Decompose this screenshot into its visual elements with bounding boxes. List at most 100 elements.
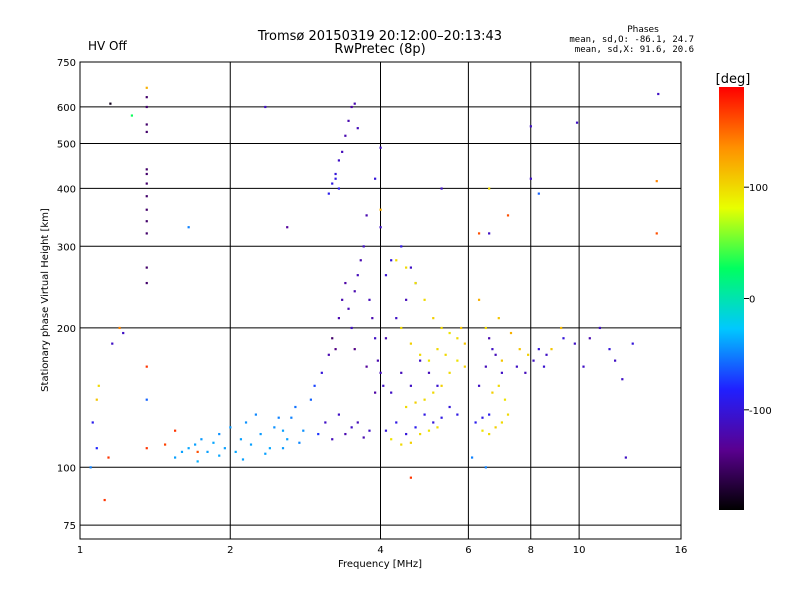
echo-point <box>286 226 289 229</box>
x-tick-label: 8 <box>528 545 534 556</box>
echo-point <box>145 96 148 99</box>
echo-point <box>560 326 563 330</box>
echo-point <box>365 214 368 217</box>
echo-point <box>488 337 491 340</box>
echo-point <box>529 125 532 128</box>
echo-point <box>427 359 431 362</box>
echo-point <box>95 447 98 450</box>
echo-point <box>382 384 385 387</box>
echo-point <box>145 168 148 171</box>
echo-point <box>331 337 334 340</box>
echo-point <box>474 421 477 424</box>
echo-point <box>484 365 487 368</box>
echo-point <box>337 413 341 416</box>
echo-point <box>353 102 356 105</box>
chart-title-line2: RwPretec (8p) <box>334 42 425 57</box>
echo-point <box>488 413 491 416</box>
y-tick-label: 500 <box>57 140 76 151</box>
echo-points <box>89 86 660 502</box>
echo-point <box>111 342 114 345</box>
echo-point <box>313 384 316 387</box>
echo-point <box>145 123 148 126</box>
y-tick-label: 100 <box>57 463 76 474</box>
echo-point <box>327 353 330 356</box>
colorbar-ticks: 100 0 -100 <box>744 183 772 417</box>
echo-point <box>356 274 359 277</box>
echo-point <box>347 119 350 122</box>
echo-point <box>350 326 353 330</box>
echo-point <box>218 432 221 436</box>
echo-point <box>537 192 540 195</box>
colorbar-tick-label: -100 <box>749 406 772 417</box>
echo-point <box>432 317 435 320</box>
echo-point <box>488 432 491 436</box>
echo-point <box>518 348 521 351</box>
echo-point <box>196 450 199 453</box>
echo-point <box>655 232 658 235</box>
echo-point <box>350 426 353 429</box>
echo-point <box>163 443 167 446</box>
echo-point <box>436 426 439 429</box>
echo-point <box>376 359 379 362</box>
echo-point <box>405 405 408 409</box>
echo-point <box>145 232 148 235</box>
echo-point <box>286 438 289 441</box>
echo-point <box>344 432 347 436</box>
plot-frame <box>79 61 682 540</box>
echo-point <box>347 307 350 310</box>
y-axis-ticks: 75 100 200 300 400 500 600 750 <box>57 58 76 532</box>
echo-point <box>432 421 435 424</box>
echo-point <box>264 105 267 109</box>
echo-point <box>180 450 184 453</box>
echo-point <box>241 458 245 461</box>
echo-point <box>294 405 297 409</box>
echo-point <box>423 398 426 401</box>
echo-point <box>187 447 190 450</box>
echo-point <box>334 172 337 176</box>
echo-point <box>223 447 226 450</box>
stats-line-o: mean, sd,O: -86.1, 24.7 <box>569 35 694 45</box>
echo-point <box>562 337 565 340</box>
stats-title: Phases <box>627 25 659 35</box>
echo-point <box>254 413 257 416</box>
y-axis-label: Stationary phase Virtual Height [km] <box>40 208 51 392</box>
echo-point <box>368 298 371 301</box>
echo-point <box>281 429 285 432</box>
echo-point <box>145 208 148 211</box>
echo-point <box>588 337 591 340</box>
echo-point <box>317 432 320 436</box>
x-tick-label: 1 <box>77 545 83 556</box>
echo-point <box>356 421 359 424</box>
echo-point <box>414 426 417 429</box>
echo-point <box>427 371 431 374</box>
echo-point <box>218 454 221 457</box>
echo-point <box>277 416 280 419</box>
echo-point <box>309 398 312 401</box>
echo-point <box>657 92 660 96</box>
echo-point <box>488 232 491 235</box>
echo-point <box>598 326 601 330</box>
echo-point <box>532 359 535 362</box>
echo-point <box>494 353 497 356</box>
echo-point <box>537 348 540 351</box>
echo-point <box>409 441 412 444</box>
echo-point <box>259 432 262 436</box>
echo-point <box>320 371 323 374</box>
echo-point <box>545 353 548 356</box>
echo-point <box>631 342 634 345</box>
echo-point <box>456 359 459 362</box>
echo-point <box>542 365 546 368</box>
echo-point <box>97 384 100 387</box>
y-tick-label: 750 <box>57 58 76 69</box>
echo-point <box>145 365 148 368</box>
echo-point <box>334 348 337 351</box>
echo-point <box>529 177 532 180</box>
echo-point <box>109 102 112 105</box>
echo-point <box>334 177 337 180</box>
echo-point <box>488 187 491 190</box>
colorbar-tick-label: 0 <box>749 295 755 306</box>
echo-point <box>494 426 497 429</box>
echo-point <box>390 391 393 394</box>
colorbar-tick-label: 100 <box>749 183 768 194</box>
